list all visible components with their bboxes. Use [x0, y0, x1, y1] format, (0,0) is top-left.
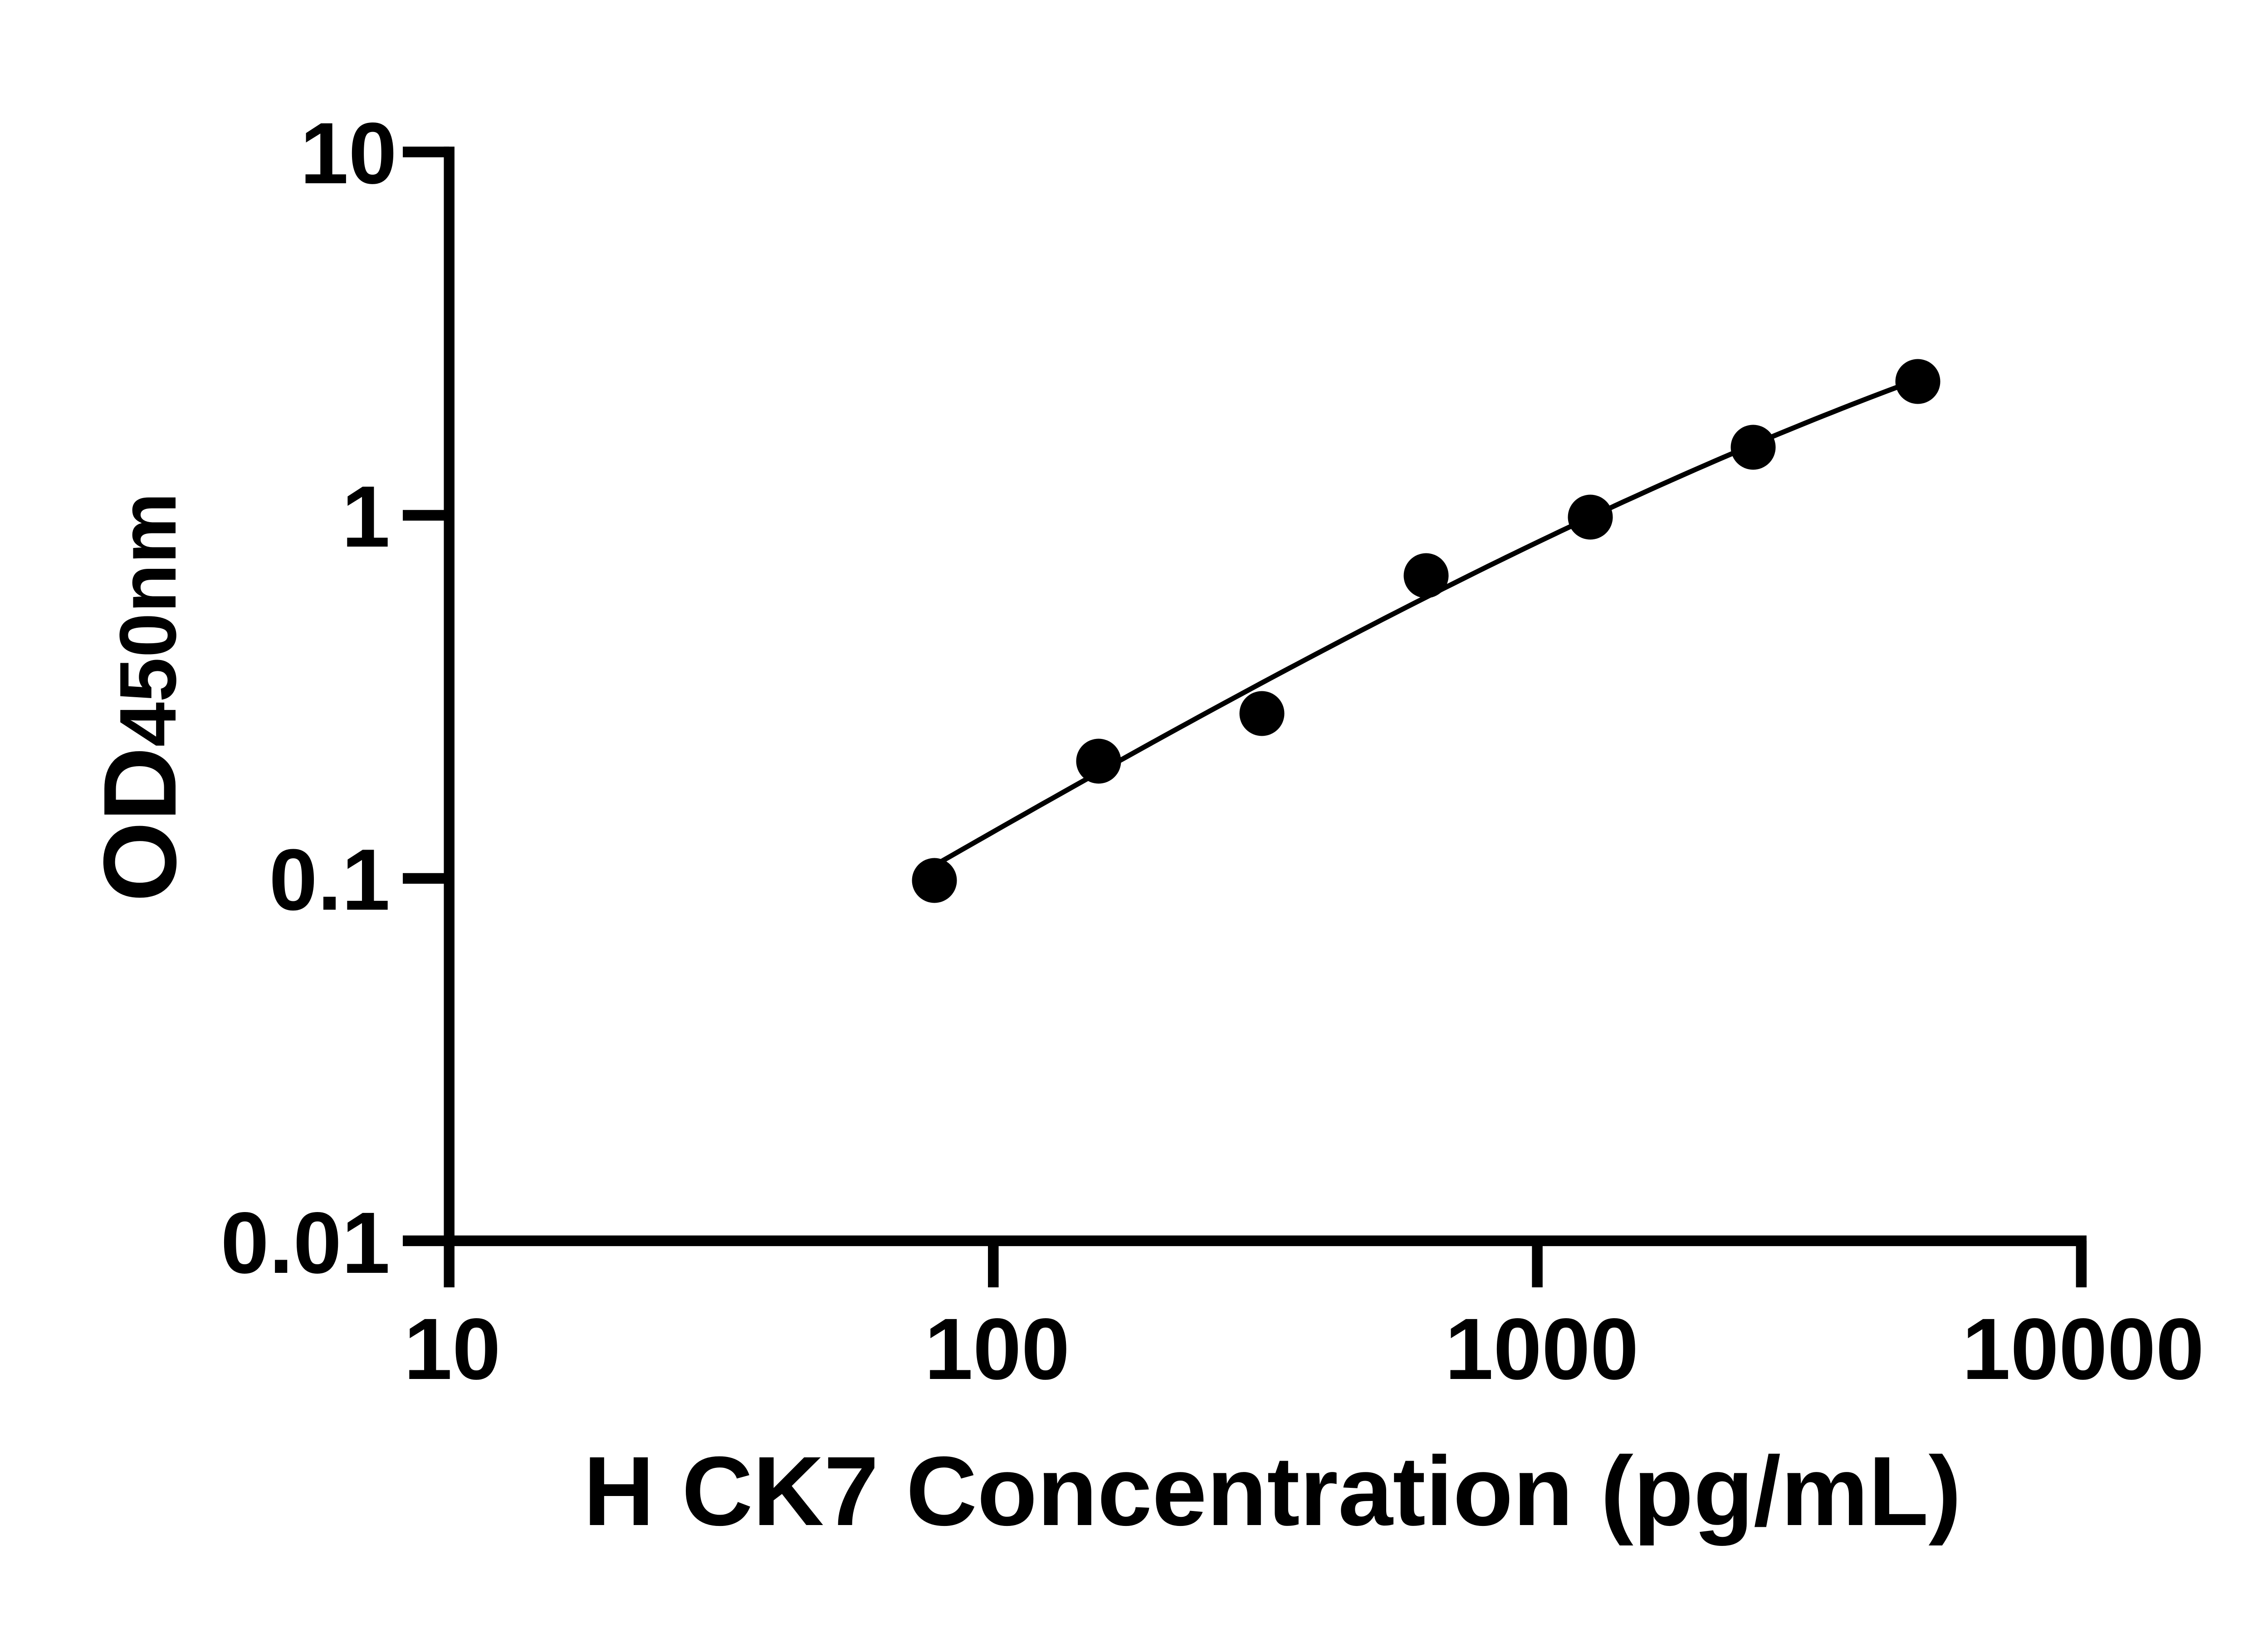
- svg-text:1: 1: [342, 468, 390, 565]
- svg-text:0.1: 0.1: [269, 831, 390, 929]
- svg-text:1000: 1000: [1445, 1300, 1638, 1398]
- svg-text:10: 10: [404, 1300, 501, 1398]
- svg-text:H CK7 Concentration (pg/mL): H CK7 Concentration (pg/mL): [583, 1436, 1961, 1546]
- svg-text:10: 10: [300, 104, 397, 202]
- svg-text:100: 100: [924, 1300, 1070, 1398]
- svg-text:10000: 10000: [1962, 1300, 2204, 1398]
- svg-text:0.01: 0.01: [220, 1194, 390, 1291]
